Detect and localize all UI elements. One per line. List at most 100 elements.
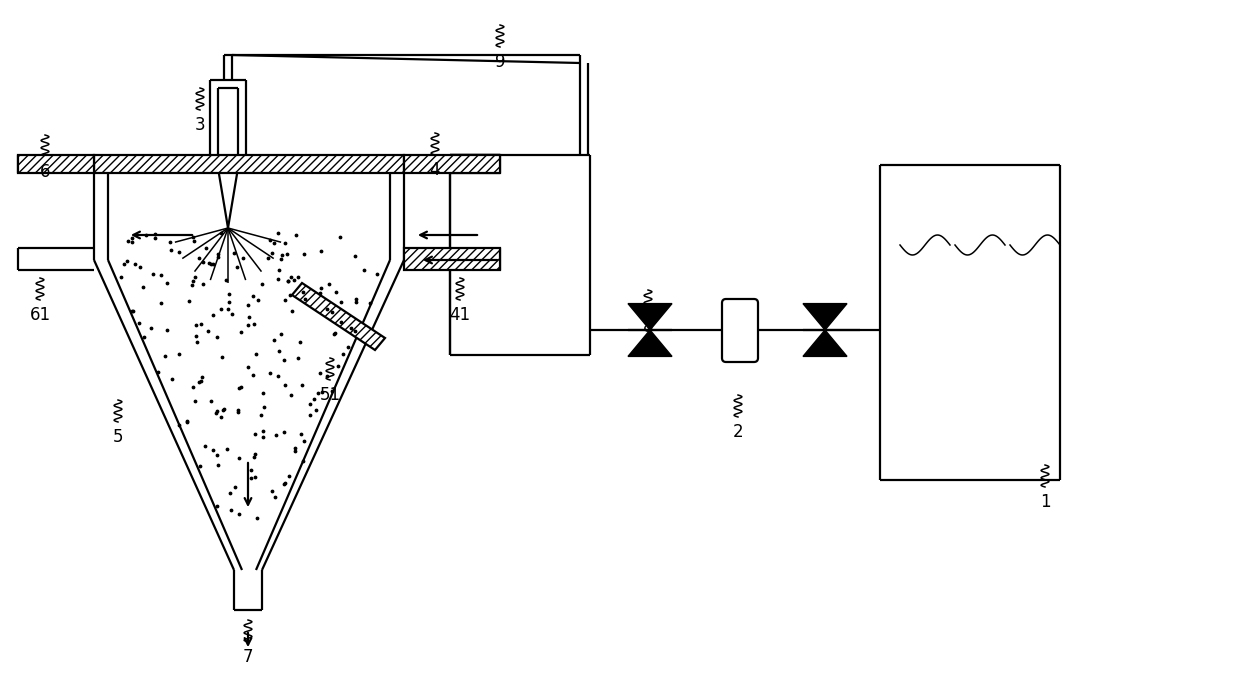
Point: [191, 376, 211, 387]
Point: [125, 259, 145, 270]
Point: [112, 271, 131, 282]
Point: [246, 429, 265, 439]
Point: [144, 269, 164, 280]
Point: [150, 270, 170, 281]
Point: [246, 472, 265, 483]
Point: [278, 276, 298, 287]
Point: [246, 349, 265, 359]
Point: [275, 294, 295, 305]
Point: [233, 253, 253, 264]
Point: [201, 259, 221, 269]
Point: [184, 232, 203, 242]
Point: [208, 252, 228, 263]
Point: [281, 272, 301, 283]
Point: [238, 362, 258, 373]
Point: [295, 293, 315, 304]
Text: 3: 3: [195, 116, 206, 134]
Point: [186, 320, 206, 331]
Point: [238, 299, 258, 310]
Point: [141, 322, 161, 333]
Point: [170, 247, 190, 258]
Point: [274, 479, 294, 490]
Point: [157, 278, 177, 288]
Point: [160, 236, 180, 247]
Point: [269, 346, 289, 357]
Point: [224, 482, 244, 493]
Point: [148, 366, 167, 377]
Point: [304, 394, 324, 405]
Point: [308, 387, 327, 398]
Bar: [404, 155, 500, 173]
Point: [286, 230, 306, 240]
Point: [203, 309, 223, 320]
Text: 5: 5: [113, 428, 123, 446]
Point: [243, 290, 263, 301]
Point: [269, 370, 289, 381]
Point: [284, 275, 304, 286]
Point: [187, 336, 207, 347]
Point: [353, 265, 373, 276]
Point: [155, 351, 175, 362]
Point: [264, 238, 284, 249]
Text: 8: 8: [642, 318, 653, 336]
Point: [341, 323, 361, 334]
Point: [293, 286, 312, 297]
Point: [162, 374, 182, 385]
Point: [345, 326, 365, 336]
Point: [117, 256, 136, 267]
Point: [270, 328, 290, 339]
Point: [326, 328, 346, 339]
Point: [367, 268, 387, 279]
Point: [122, 232, 141, 243]
Point: [186, 271, 206, 282]
Point: [198, 326, 218, 336]
Point: [193, 279, 213, 290]
Point: [312, 387, 332, 397]
Polygon shape: [804, 303, 847, 330]
Point: [228, 407, 248, 418]
Point: [253, 425, 273, 436]
Point: [306, 404, 326, 415]
Point: [260, 368, 280, 378]
Point: [288, 352, 308, 363]
Point: [185, 396, 205, 407]
Point: [191, 460, 211, 471]
Point: [229, 383, 249, 393]
Point: [170, 349, 190, 359]
Text: 4: 4: [430, 161, 440, 179]
Point: [184, 382, 203, 393]
Point: [195, 441, 215, 452]
Point: [203, 258, 223, 269]
Point: [190, 253, 210, 264]
Point: [179, 295, 198, 306]
Point: [222, 505, 242, 516]
Point: [130, 262, 150, 273]
Point: [316, 370, 336, 381]
Text: 51: 51: [320, 386, 341, 404]
Point: [275, 238, 295, 248]
Polygon shape: [291, 283, 384, 350]
Point: [270, 254, 290, 265]
Point: [202, 444, 222, 455]
Point: [218, 289, 238, 300]
Point: [253, 432, 273, 443]
Point: [192, 257, 212, 267]
Point: [250, 410, 270, 420]
Point: [324, 329, 343, 340]
Point: [184, 276, 203, 287]
Point: [274, 427, 294, 437]
Text: 7: 7: [243, 648, 253, 666]
Point: [213, 403, 233, 414]
Point: [277, 249, 296, 260]
Point: [294, 436, 314, 447]
Point: [228, 452, 248, 463]
Point: [192, 372, 212, 383]
Text: 6: 6: [40, 163, 51, 181]
Point: [114, 258, 134, 269]
Point: [268, 227, 288, 238]
Point: [288, 271, 308, 282]
Point: [326, 286, 346, 297]
Point: [122, 236, 141, 247]
Point: [198, 257, 218, 268]
Point: [231, 382, 250, 393]
